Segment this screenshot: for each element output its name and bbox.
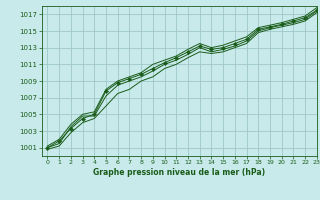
X-axis label: Graphe pression niveau de la mer (hPa): Graphe pression niveau de la mer (hPa) — [93, 168, 265, 177]
